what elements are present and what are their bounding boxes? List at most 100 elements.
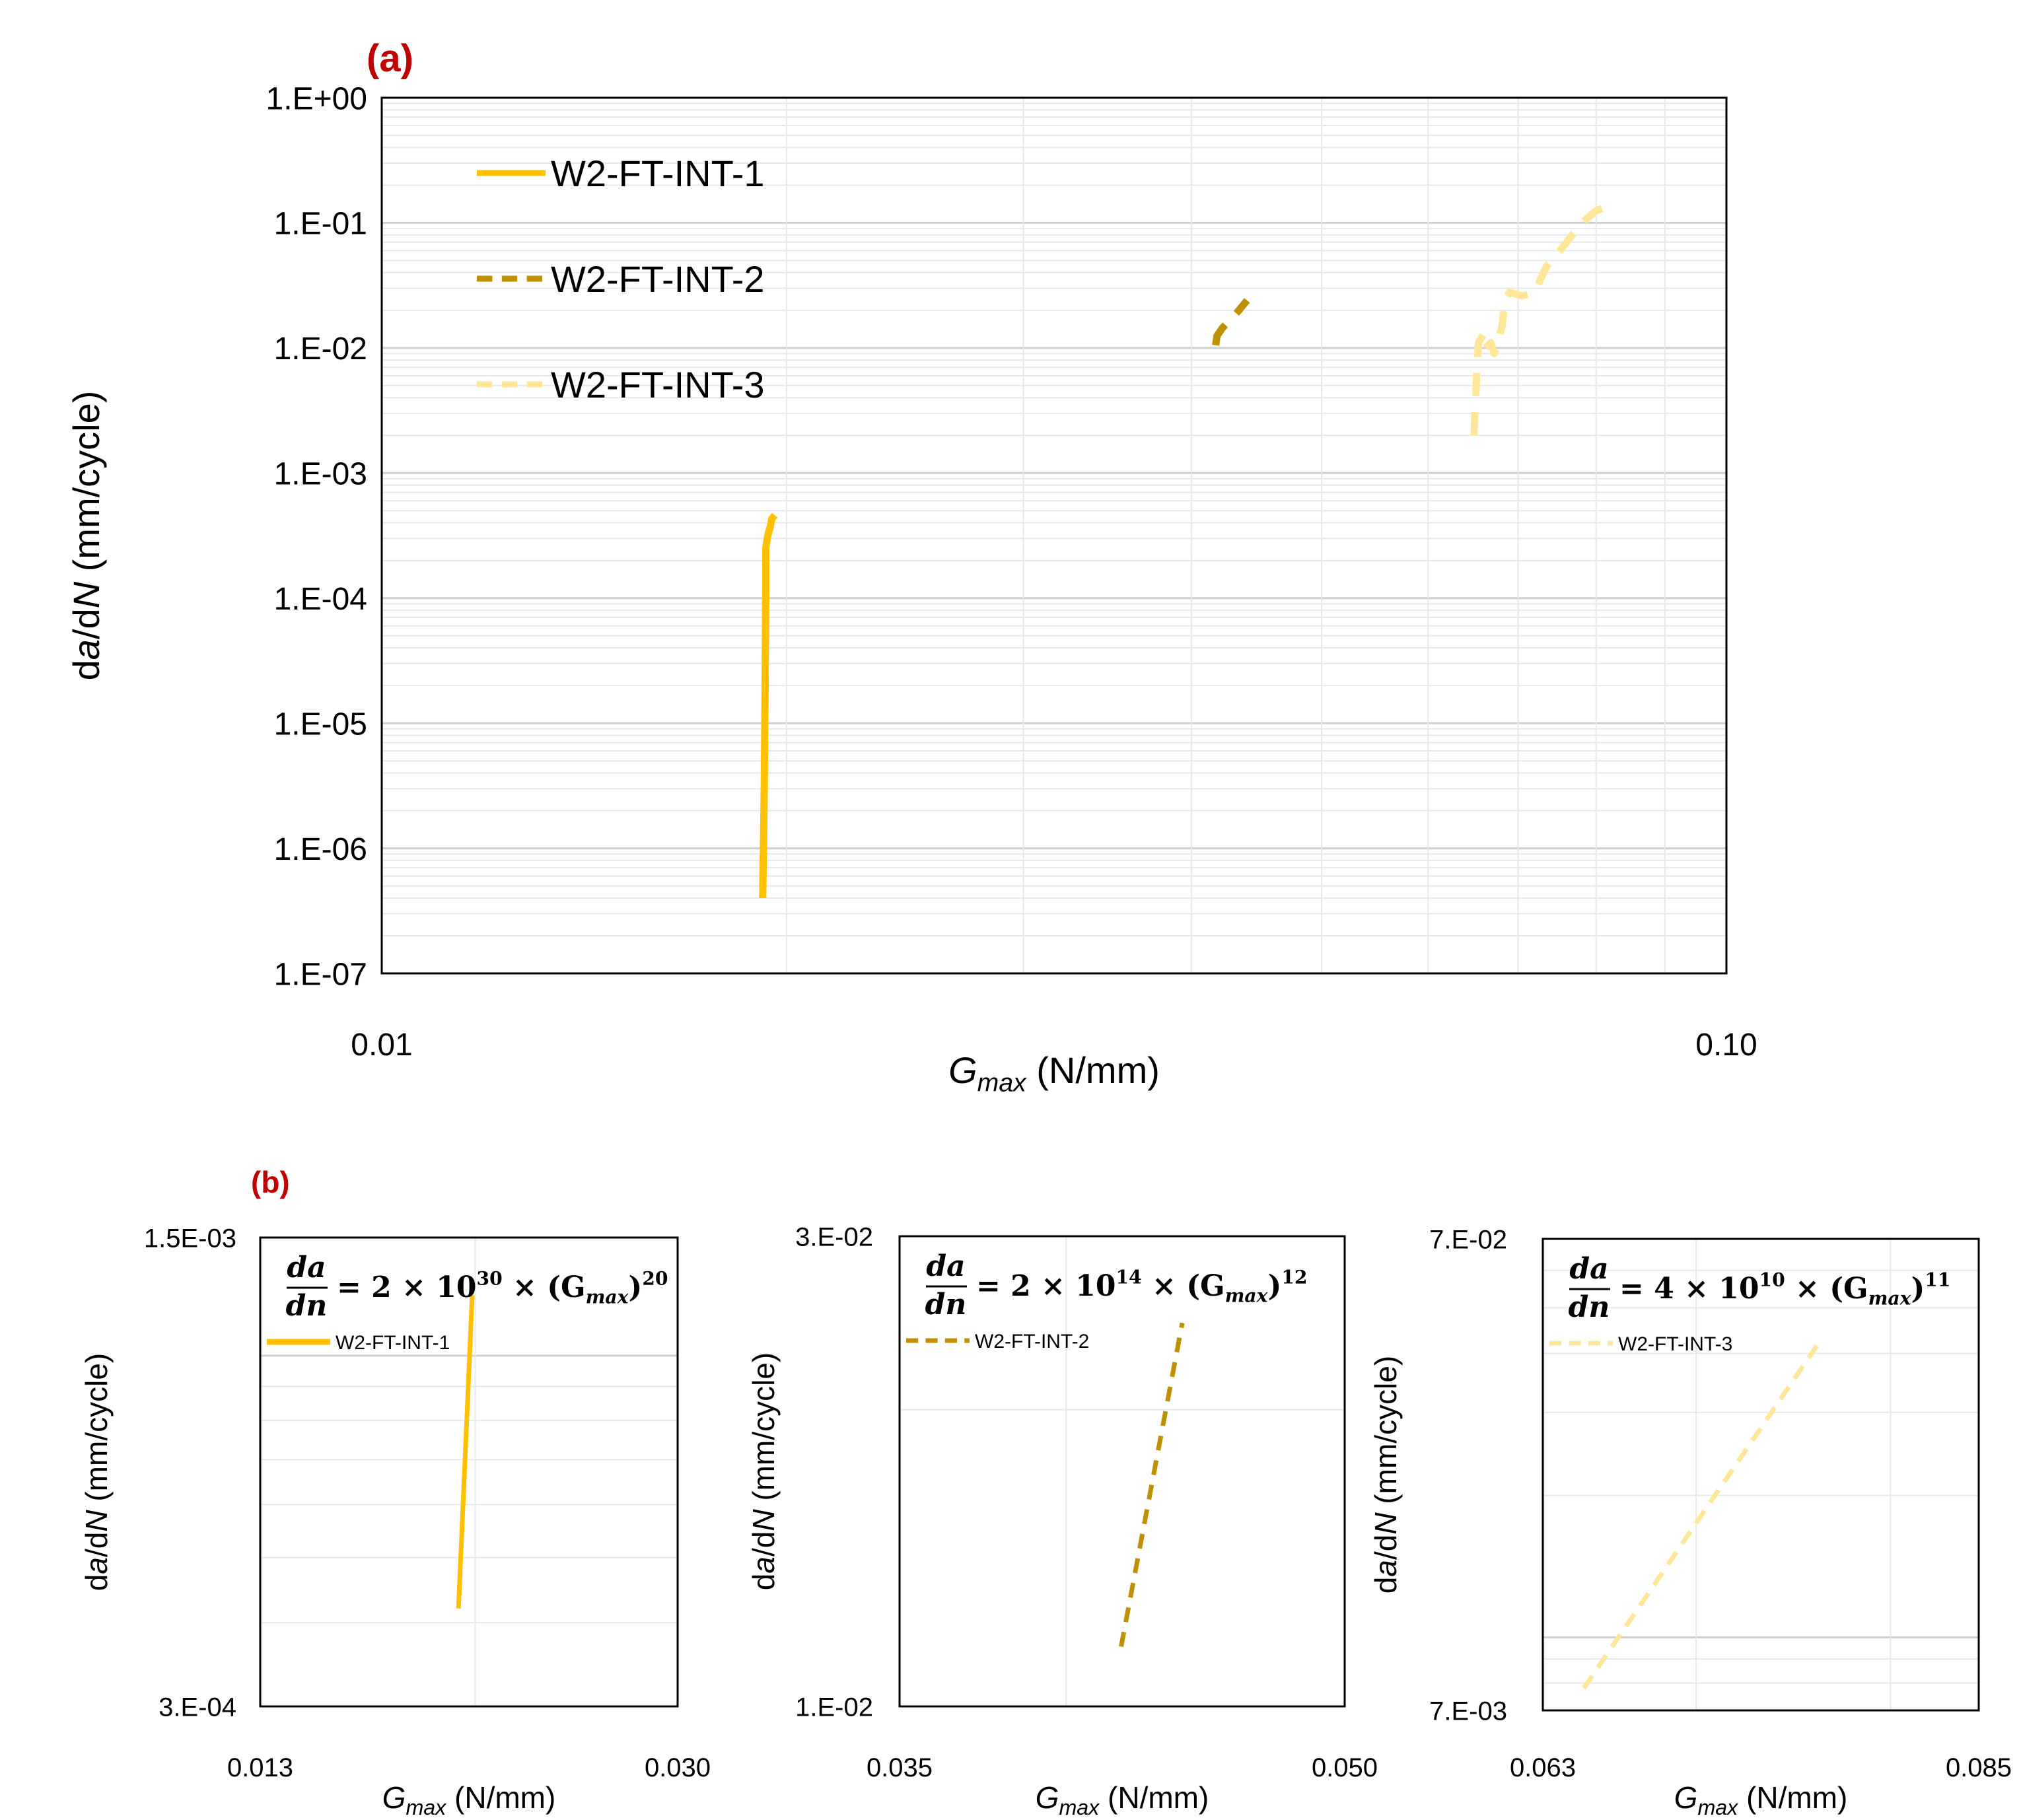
chart-b3-x-axis-unit: (N/mm) [1738, 1780, 1847, 1815]
chart-a-y-axis-label-part: N [65, 581, 107, 608]
chart-b2-eq-numerator: da [926, 1249, 965, 1283]
chart-b1-eq-coef: = 2 × 10 [337, 1271, 477, 1304]
chart-b2-eq-exp2: 12 [1281, 1267, 1307, 1288]
chart-b2-x-axis-symbol: G [1036, 1780, 1059, 1815]
chart-b2-eq-sub: max [1225, 1285, 1269, 1307]
chart-b1-x-axis-symbol: G [382, 1780, 406, 1815]
chart-b2-ytick-label: 3.E-02 [795, 1222, 873, 1251]
chart-b3-gridlines [1543, 1239, 1979, 1710]
chart-b2-y-axis-label-part: d [746, 1574, 781, 1591]
chart-b3-xtick-label: 0.085 [1946, 1753, 2012, 1782]
chart-b3-eq-exp2: 11 [1925, 1269, 1950, 1291]
chart-a-ytick-label: 1.E-06 [274, 832, 367, 867]
chart-a-ytick-label: 1.E-04 [274, 582, 367, 617]
chart-b3-legend-label-1: W2-FT-INT-3 [1618, 1333, 1732, 1355]
chart-a-series-2-line [1212, 298, 1250, 346]
chart-b3-y-axis-label-part: N [1368, 1512, 1403, 1535]
chart-b2-eq-coef: = 2 × 10 [976, 1269, 1116, 1303]
chart-b1-y-axis-label-part: /d [79, 1532, 114, 1557]
chart-a-ytick-label: 1.E-05 [274, 707, 367, 742]
chart-b3-plot-frame [1542, 1238, 1980, 1712]
chart-b1-xtick-label: 0.030 [645, 1753, 711, 1782]
chart-b1-y-axis-label-part: a [79, 1557, 114, 1574]
chart-b3-x-axis-label: Gmax (N/mm) [1674, 1780, 1848, 1819]
chart-b2-y-axis-label-part: a [746, 1557, 781, 1574]
chart-b2-legend-label-1: W2-FT-INT-2 [975, 1331, 1089, 1352]
chart-b2-equation: = 2 × 1014 × (Gmax)12 [976, 1267, 1307, 1307]
chart-b2-eq-mid: × (G [1142, 1269, 1225, 1303]
chart-b1-eq-close: ) [628, 1271, 642, 1304]
chart-b3-x-axis-subscript: max [1697, 1796, 1739, 1819]
chart-b2-eq-close: ) [1267, 1269, 1281, 1303]
chart-b3-x-axis-symbol: G [1674, 1780, 1698, 1815]
chart-b3-eq-coef: = 4 × 10 [1619, 1272, 1759, 1306]
chart-a-x-axis-symbol: G [948, 1049, 977, 1091]
chart-b1-y-axis-label: da/dN (mm/cycle) [79, 1353, 114, 1591]
chart-b3-series-1-line [1582, 1337, 1824, 1690]
chart-b2-y-axis-label-part: (mm/cycle) [746, 1352, 781, 1510]
chart-a-y-axis-label-part: d [65, 660, 107, 680]
chart-b1-series-1-line [456, 1295, 475, 1609]
chart-b3-ytick-label: 7.E-03 [1429, 1697, 1507, 1726]
chart-a-x-axis-label: Gmax (N/mm) [948, 1049, 1160, 1097]
chart-b1-y-axis-label-part: d [79, 1574, 114, 1592]
chart-a-x-axis-subscript: max [977, 1068, 1027, 1097]
chart-b1-legend-label-1: W2-FT-INT-1 [336, 1332, 450, 1354]
chart-b2-y-axis-label-part: N [746, 1509, 781, 1531]
chart-b2-x-axis-subscript: max [1059, 1796, 1100, 1819]
chart-b1-eq-numerator: da [287, 1251, 326, 1284]
chart-b2-gridlines [900, 1236, 1345, 1706]
chart-b1-x-axis-label: Gmax (N/mm) [382, 1780, 556, 1819]
chart-a-legend-label-3: W2-FT-INT-3 [551, 364, 765, 405]
chart-a-x-axis-unit: (N/mm) [1026, 1049, 1160, 1091]
chart-b1-plot-frame [259, 1236, 679, 1708]
chart-a-ytick-label: 1.E-01 [274, 207, 367, 242]
chart-b3-eq-mid: × (G [1785, 1272, 1868, 1306]
chart-b1-panel-label: (b) [251, 1165, 290, 1199]
chart-a-ytick-label: 1.E-03 [274, 457, 367, 492]
chart-a-y-axis-label: da/dN (mm/cycle) [65, 391, 107, 681]
chart-b1-equation: = 2 × 1030 × (Gmax)20 [337, 1268, 668, 1308]
chart-b3-eq-denominator: dn [1569, 1290, 1610, 1324]
chart-b2-series-1-line [1119, 1322, 1185, 1648]
chart-b1-xtick-label: 0.013 [227, 1753, 293, 1782]
chart-a-panel-label: (a) [367, 37, 413, 80]
chart-b3-xtick-label: 0.063 [1510, 1753, 1576, 1782]
chart-b2-plot-frame [898, 1235, 1346, 1708]
chart-b1-eq-denominator: dn [286, 1289, 328, 1323]
chart-a-xtick-label: 0.10 [1695, 1028, 1757, 1063]
chart-a-gridlines [382, 98, 1726, 973]
chart-b2-xtick-label: 0.050 [1312, 1753, 1378, 1782]
chart-a-y-axis-label-part: /d [65, 608, 107, 639]
chart-a-y-axis-label-part: (mm/cycle) [65, 391, 107, 582]
chart-a-ytick-label: 1.E-07 [274, 957, 367, 992]
chart-b1-x-axis-subscript: max [406, 1796, 447, 1819]
chart-b1-y-axis-label-part: (mm/cycle) [79, 1353, 114, 1510]
chart-b2-ytick-label: 1.E-02 [795, 1693, 873, 1722]
chart-a-series-3-line [1470, 205, 1604, 436]
chart-b3-eq-numerator: da [1569, 1252, 1608, 1286]
chart-b2-xtick-label: 0.035 [867, 1753, 933, 1782]
chart-b2-x-axis-label: Gmax (N/mm) [1036, 1780, 1209, 1819]
chart-b1-x-axis-unit: (N/mm) [446, 1780, 555, 1815]
chart-a-series-1-line [759, 512, 778, 899]
chart-a-plot-frame [380, 96, 1728, 975]
chart-b3-eq-exp1: 10 [1759, 1269, 1785, 1291]
chart-b3-eq-close: ) [1911, 1272, 1925, 1306]
chart-b3-y-axis-label-part: (mm/cycle) [1368, 1356, 1403, 1513]
chart-b3-y-axis-label-part: a [1368, 1560, 1403, 1577]
chart-b1-eq-exp2: 20 [642, 1268, 668, 1290]
chart-b2-eq-denominator: dn [925, 1288, 967, 1321]
chart-a-y-axis-label-part: a [65, 639, 107, 660]
chart-b3-eq-sub: max [1868, 1288, 1912, 1310]
chart-a-legend-label-1: W2-FT-INT-1 [551, 153, 765, 194]
chart-b3-ytick-label: 7.E-02 [1429, 1225, 1507, 1254]
chart-b3-equation: = 4 × 1010 × (Gmax)11 [1619, 1269, 1950, 1310]
chart-b2-eq-exp1: 14 [1116, 1267, 1142, 1288]
chart-b3-y-axis-label-part: d [1368, 1577, 1403, 1594]
chart-b2-x-axis-unit: (N/mm) [1099, 1780, 1209, 1815]
chart-b1-eq-exp1: 30 [477, 1268, 503, 1290]
chart-b1-ytick-label: 3.E-04 [159, 1693, 236, 1722]
chart-b1-y-axis-label-part: N [79, 1510, 114, 1532]
